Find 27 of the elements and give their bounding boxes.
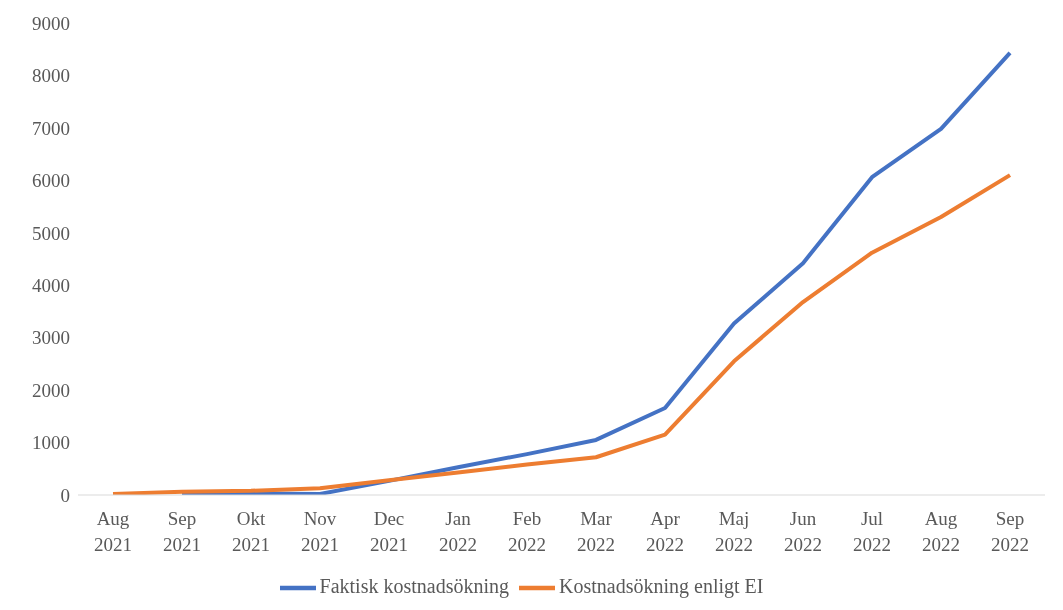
x-tick-label: Jul 2022 bbox=[853, 508, 891, 555]
legend-label: Kostnadsökning enligt EI bbox=[559, 574, 764, 597]
y-tick-label: 4000 bbox=[32, 274, 70, 296]
x-tick-label: Jan 2022 bbox=[439, 508, 477, 555]
y-tick-label: 5000 bbox=[32, 222, 70, 244]
x-tick-label: Okt 2021 bbox=[232, 508, 270, 555]
x-tick-label: Maj 2022 bbox=[715, 508, 753, 555]
x-tick-label: Aug 2022 bbox=[922, 508, 960, 555]
x-tick-label: Apr 2022 bbox=[646, 508, 684, 555]
x-tick-label: Mar 2022 bbox=[577, 508, 615, 555]
x-tick-label: Sep 2022 bbox=[991, 508, 1029, 555]
x-tick-label: Feb 2022 bbox=[508, 508, 546, 555]
x-tick-label: Sep 2021 bbox=[163, 508, 201, 555]
y-tick-label: 3000 bbox=[32, 327, 70, 349]
legend-label: Faktisk kostnadsökning bbox=[319, 574, 509, 597]
x-tick-label: Dec 2021 bbox=[370, 508, 408, 555]
y-tick-label: 9000 bbox=[32, 12, 70, 34]
y-tick-label: 2000 bbox=[32, 379, 70, 401]
y-tick-label: 6000 bbox=[32, 170, 70, 192]
x-tick-label: Nov 2021 bbox=[301, 508, 339, 555]
x-tick-label: Aug 2021 bbox=[94, 508, 132, 555]
y-tick-label: 0 bbox=[60, 484, 70, 506]
x-tick-label: Jun 2022 bbox=[784, 508, 822, 555]
y-tick-label: 1000 bbox=[32, 432, 70, 454]
line-series bbox=[111, 173, 1012, 495]
y-tick-label: 7000 bbox=[32, 117, 70, 139]
y-tick-label: 8000 bbox=[32, 65, 70, 87]
